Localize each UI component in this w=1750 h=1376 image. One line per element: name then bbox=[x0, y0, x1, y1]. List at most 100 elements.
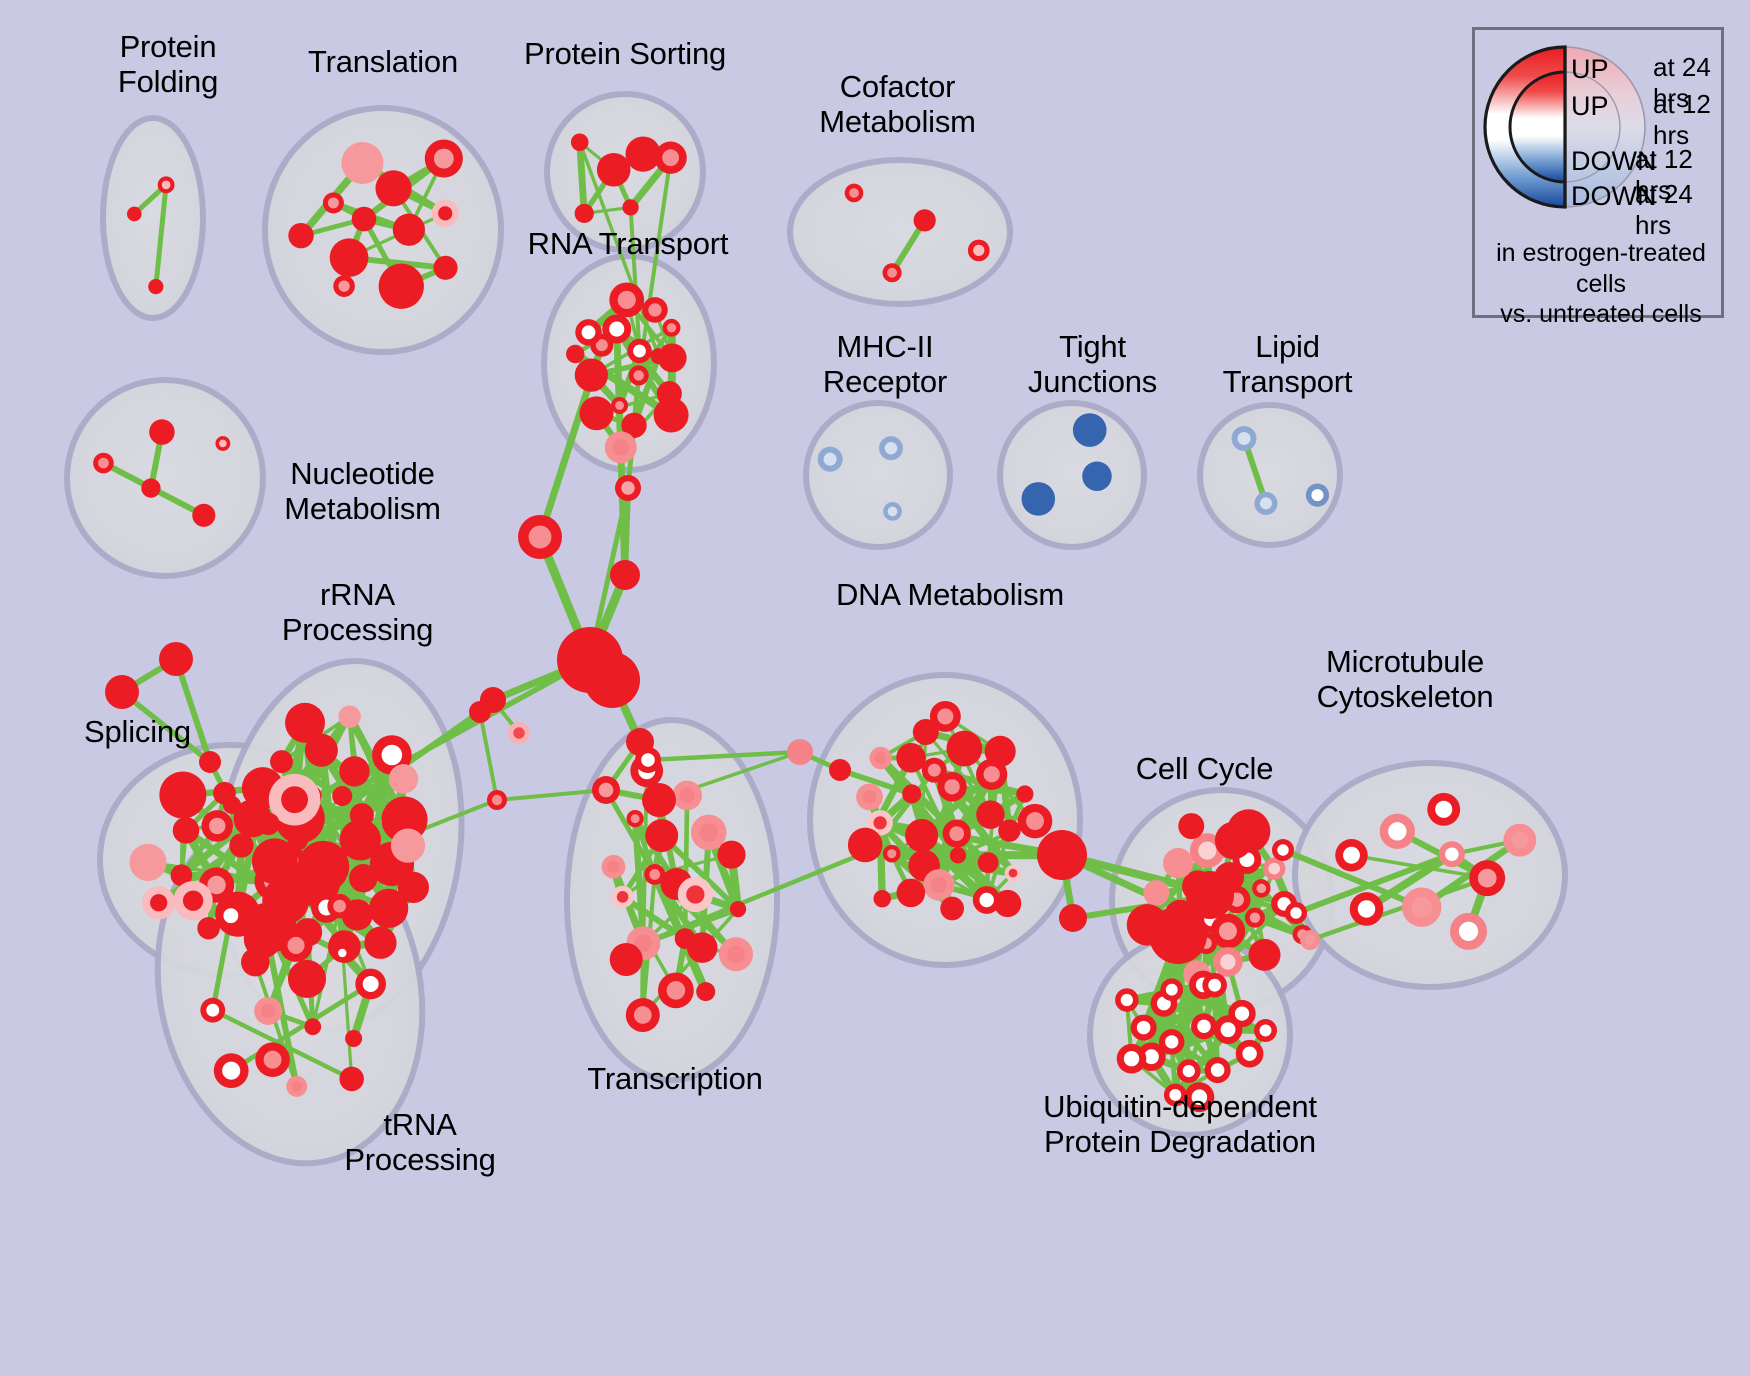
network-node bbox=[1204, 1057, 1231, 1084]
network-node bbox=[397, 871, 429, 904]
network-node bbox=[241, 947, 270, 977]
network-edge bbox=[641, 847, 875, 946]
network-node bbox=[787, 739, 813, 765]
cluster-label-transcription: Transcription bbox=[587, 1061, 763, 1096]
network-node bbox=[1427, 792, 1461, 826]
network-node bbox=[469, 701, 491, 723]
network-nodes bbox=[93, 133, 1537, 1113]
network-node bbox=[1349, 892, 1384, 926]
network-node bbox=[1252, 879, 1271, 898]
network-node bbox=[642, 783, 676, 817]
network-node bbox=[584, 652, 640, 708]
cluster-label-cofactor-metabolism: Cofactor Metabolism bbox=[819, 69, 976, 139]
network-node bbox=[369, 888, 409, 928]
network-node bbox=[657, 343, 687, 373]
network-edge bbox=[658, 832, 741, 912]
network-node bbox=[602, 314, 632, 344]
network-node bbox=[329, 238, 369, 278]
network-node bbox=[1235, 1039, 1264, 1068]
network-node bbox=[609, 282, 645, 318]
network-node bbox=[844, 183, 864, 203]
network-node bbox=[508, 722, 530, 744]
network-node bbox=[937, 772, 967, 802]
cluster-label-rrna-processing: rRNA Processing bbox=[281, 577, 434, 647]
network-node bbox=[304, 1018, 322, 1036]
network-node bbox=[304, 733, 338, 767]
network-edge bbox=[153, 182, 169, 290]
network-edge bbox=[1244, 857, 1267, 958]
network-edge bbox=[311, 904, 342, 1029]
network-node bbox=[1191, 1013, 1217, 1040]
network-node bbox=[1379, 813, 1415, 849]
network-edge bbox=[837, 767, 915, 797]
network-node bbox=[1226, 809, 1271, 853]
network-edge bbox=[495, 788, 608, 802]
cluster-label-lipid-transport: Lipid Transport bbox=[1222, 329, 1353, 399]
network-node bbox=[424, 139, 463, 178]
network-edge bbox=[1307, 875, 1490, 943]
network-node bbox=[159, 771, 207, 819]
network-edge bbox=[119, 689, 213, 765]
network-node bbox=[1159, 1029, 1185, 1055]
network-node bbox=[817, 446, 843, 472]
network-node bbox=[215, 436, 231, 451]
legend-panel: UP UP DOWN DOWN at 24 hrs at 12 hrs at 1… bbox=[1472, 27, 1724, 328]
legend-time-3: at 24 hrs bbox=[1635, 179, 1693, 240]
network-node bbox=[574, 203, 594, 224]
network-node bbox=[390, 828, 426, 863]
network-node bbox=[696, 982, 716, 1002]
network-edge bbox=[228, 981, 374, 1074]
cluster-label-protein-sorting: Protein Sorting bbox=[523, 36, 727, 71]
network-node bbox=[338, 705, 361, 728]
legend-state-2: DOWN bbox=[1571, 146, 1656, 176]
network-node bbox=[984, 735, 1016, 767]
network-node bbox=[286, 1075, 308, 1097]
network-node bbox=[829, 759, 851, 781]
network-node bbox=[905, 818, 939, 853]
network-node bbox=[518, 515, 562, 559]
legend-time-0: at 24 hrs bbox=[1653, 52, 1711, 113]
network-node bbox=[642, 297, 668, 323]
network-node bbox=[626, 810, 644, 828]
network-node bbox=[1469, 860, 1506, 897]
network-node bbox=[351, 206, 377, 232]
legend-state-1: UP bbox=[1571, 91, 1609, 121]
network-node bbox=[654, 141, 687, 174]
network-node bbox=[388, 764, 419, 794]
network-node bbox=[856, 783, 883, 811]
network-node bbox=[657, 972, 694, 1009]
legend-footer: in estrogen-treated cells vs. untreated … bbox=[1496, 239, 1706, 328]
network-node bbox=[1285, 902, 1307, 924]
network-node bbox=[882, 844, 901, 863]
cluster-blob-mhc-ii-receptor bbox=[803, 400, 953, 550]
network-node bbox=[285, 702, 325, 743]
network-edge bbox=[576, 138, 588, 217]
network-node bbox=[253, 903, 272, 923]
network-node bbox=[364, 926, 397, 959]
network-node bbox=[913, 209, 936, 232]
network-node bbox=[1254, 1018, 1278, 1042]
network-node bbox=[141, 478, 161, 498]
network-node bbox=[1210, 913, 1246, 949]
cluster-label-rna-transport: RNA Transport bbox=[527, 226, 729, 261]
network-node bbox=[199, 751, 221, 773]
network-node bbox=[433, 255, 458, 280]
network-node bbox=[129, 843, 167, 881]
network-node bbox=[896, 878, 926, 908]
cluster-label-protein-folding: Protein Folding bbox=[117, 29, 219, 99]
network-edge bbox=[645, 749, 803, 763]
network-node bbox=[967, 239, 990, 262]
network-node bbox=[1213, 947, 1243, 977]
legend-state-0: UP bbox=[1571, 54, 1609, 84]
network-node bbox=[912, 718, 939, 745]
network-node bbox=[604, 431, 637, 464]
cluster-label-splicing: Splicing bbox=[84, 714, 191, 749]
network-node bbox=[341, 141, 384, 185]
network-node bbox=[1160, 978, 1184, 1002]
cluster-blob-microtubule-cytoskeleton bbox=[1292, 760, 1568, 990]
network-node bbox=[677, 876, 713, 913]
network-node bbox=[1130, 1014, 1157, 1041]
network-node bbox=[1176, 1059, 1201, 1083]
network-node bbox=[686, 932, 718, 963]
